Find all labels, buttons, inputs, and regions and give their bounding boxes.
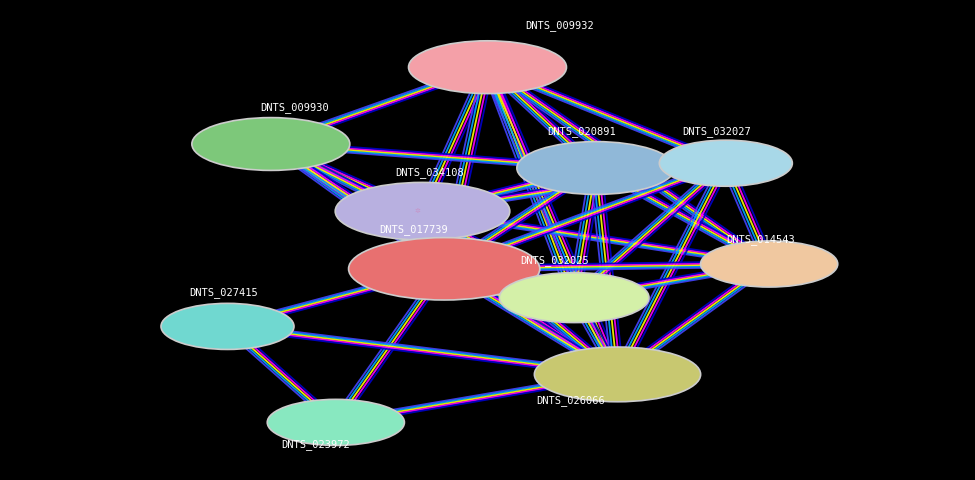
Text: ✲: ✲ bbox=[414, 208, 420, 214]
Ellipse shape bbox=[267, 399, 405, 445]
Text: DNTS_034108: DNTS_034108 bbox=[396, 167, 464, 178]
Ellipse shape bbox=[534, 347, 701, 402]
Ellipse shape bbox=[192, 118, 350, 170]
Text: DNTS_023972: DNTS_023972 bbox=[282, 439, 350, 450]
Ellipse shape bbox=[409, 41, 566, 94]
Ellipse shape bbox=[701, 241, 838, 287]
Text: DNTS_027415: DNTS_027415 bbox=[189, 287, 258, 298]
Ellipse shape bbox=[659, 140, 793, 186]
Ellipse shape bbox=[161, 303, 294, 349]
Ellipse shape bbox=[499, 273, 649, 323]
Text: DNTS_017739: DNTS_017739 bbox=[379, 224, 448, 235]
Text: DNTS_020891: DNTS_020891 bbox=[547, 126, 616, 137]
Ellipse shape bbox=[349, 238, 540, 300]
Text: DNTS_032025: DNTS_032025 bbox=[520, 255, 589, 266]
Ellipse shape bbox=[335, 182, 510, 240]
Text: DNTS_009932: DNTS_009932 bbox=[526, 20, 594, 31]
Text: DNTS_032027: DNTS_032027 bbox=[682, 126, 752, 137]
Text: DNTS_009930: DNTS_009930 bbox=[260, 102, 329, 113]
Text: DNTS_026066: DNTS_026066 bbox=[536, 395, 605, 406]
Text: DNTS_014543: DNTS_014543 bbox=[725, 234, 795, 245]
Ellipse shape bbox=[517, 142, 675, 194]
